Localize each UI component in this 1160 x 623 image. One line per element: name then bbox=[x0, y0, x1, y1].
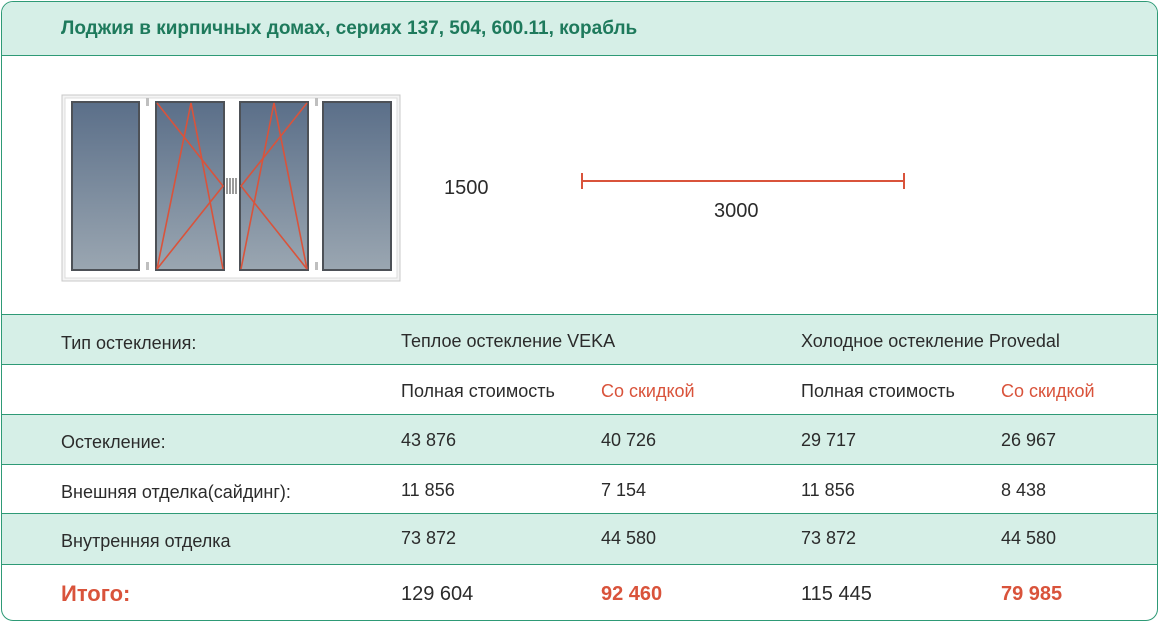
warm-discount-total: 92 460 bbox=[601, 583, 663, 605]
cold-discount-value: 8 438 bbox=[1001, 480, 1047, 500]
table-row: Внешняя отделка(сайдинг): 11 856 7 154 1… bbox=[2, 465, 1157, 514]
table-row: Внутренняя отделка 73 872 44 580 73 872 … bbox=[2, 514, 1157, 565]
page-title: Лоджия в кирпичных домах, сериях 137, 50… bbox=[61, 18, 638, 39]
warm-discount-value: 44 580 bbox=[601, 528, 657, 548]
cold-full-value: 29 717 bbox=[801, 430, 857, 450]
height-dimension: 1500 bbox=[444, 177, 489, 199]
warm-full-total: 129 604 bbox=[401, 583, 474, 605]
window-illustration bbox=[61, 94, 401, 282]
warm-discount-header: Со скидкой bbox=[601, 381, 695, 401]
cold-discount-value: 44 580 bbox=[1001, 528, 1057, 548]
card-header: Лоджия в кирпичных домах, сериях 137, 50… bbox=[2, 2, 1157, 56]
table-row: Остекление: 43 876 40 726 29 717 26 967 bbox=[2, 415, 1157, 465]
warm-full-price-header: Полная стоимость bbox=[401, 381, 555, 401]
warm-full-value: 11 856 bbox=[401, 480, 455, 500]
window-diagram: 1500 3000 bbox=[2, 56, 1157, 315]
cold-discount-value: 26 967 bbox=[1001, 430, 1057, 450]
width-dimension: 3000 bbox=[714, 200, 759, 222]
warm-discount-value: 40 726 bbox=[601, 430, 657, 450]
cold-full-value: 73 872 bbox=[801, 528, 857, 548]
row-label: Внутренняя отделка bbox=[61, 531, 231, 551]
width-dimension-line bbox=[581, 173, 905, 189]
cold-full-price-header: Полная стоимость bbox=[801, 381, 955, 401]
warm-full-value: 73 872 bbox=[401, 528, 457, 548]
type-label: Тип остекления: bbox=[61, 333, 197, 353]
table-header-row: Тип остекления: Теплое остекление VEKA Х… bbox=[2, 315, 1157, 365]
table-subheader-row: Полная стоимость Со скидкой Полная стоим… bbox=[2, 365, 1157, 415]
total-label: Итого: bbox=[61, 581, 131, 606]
row-label: Внешняя отделка(сайдинг): bbox=[61, 482, 291, 502]
cold-discount-total: 79 985 bbox=[1001, 583, 1063, 605]
cold-glazing-title: Холодное остекление Provedal bbox=[801, 331, 1060, 351]
warm-glazing-title: Теплое остекление VEKA bbox=[401, 331, 616, 351]
cold-full-value: 11 856 bbox=[801, 480, 855, 500]
cold-full-total: 115 445 bbox=[801, 583, 872, 605]
total-row: Итого: 129 604 92 460 115 445 79 985 bbox=[2, 565, 1157, 620]
warm-discount-value: 7 154 bbox=[601, 480, 647, 500]
warm-full-value: 43 876 bbox=[401, 430, 457, 450]
cold-discount-header: Со скидкой bbox=[1001, 381, 1095, 401]
row-label: Остекление: bbox=[61, 432, 166, 452]
